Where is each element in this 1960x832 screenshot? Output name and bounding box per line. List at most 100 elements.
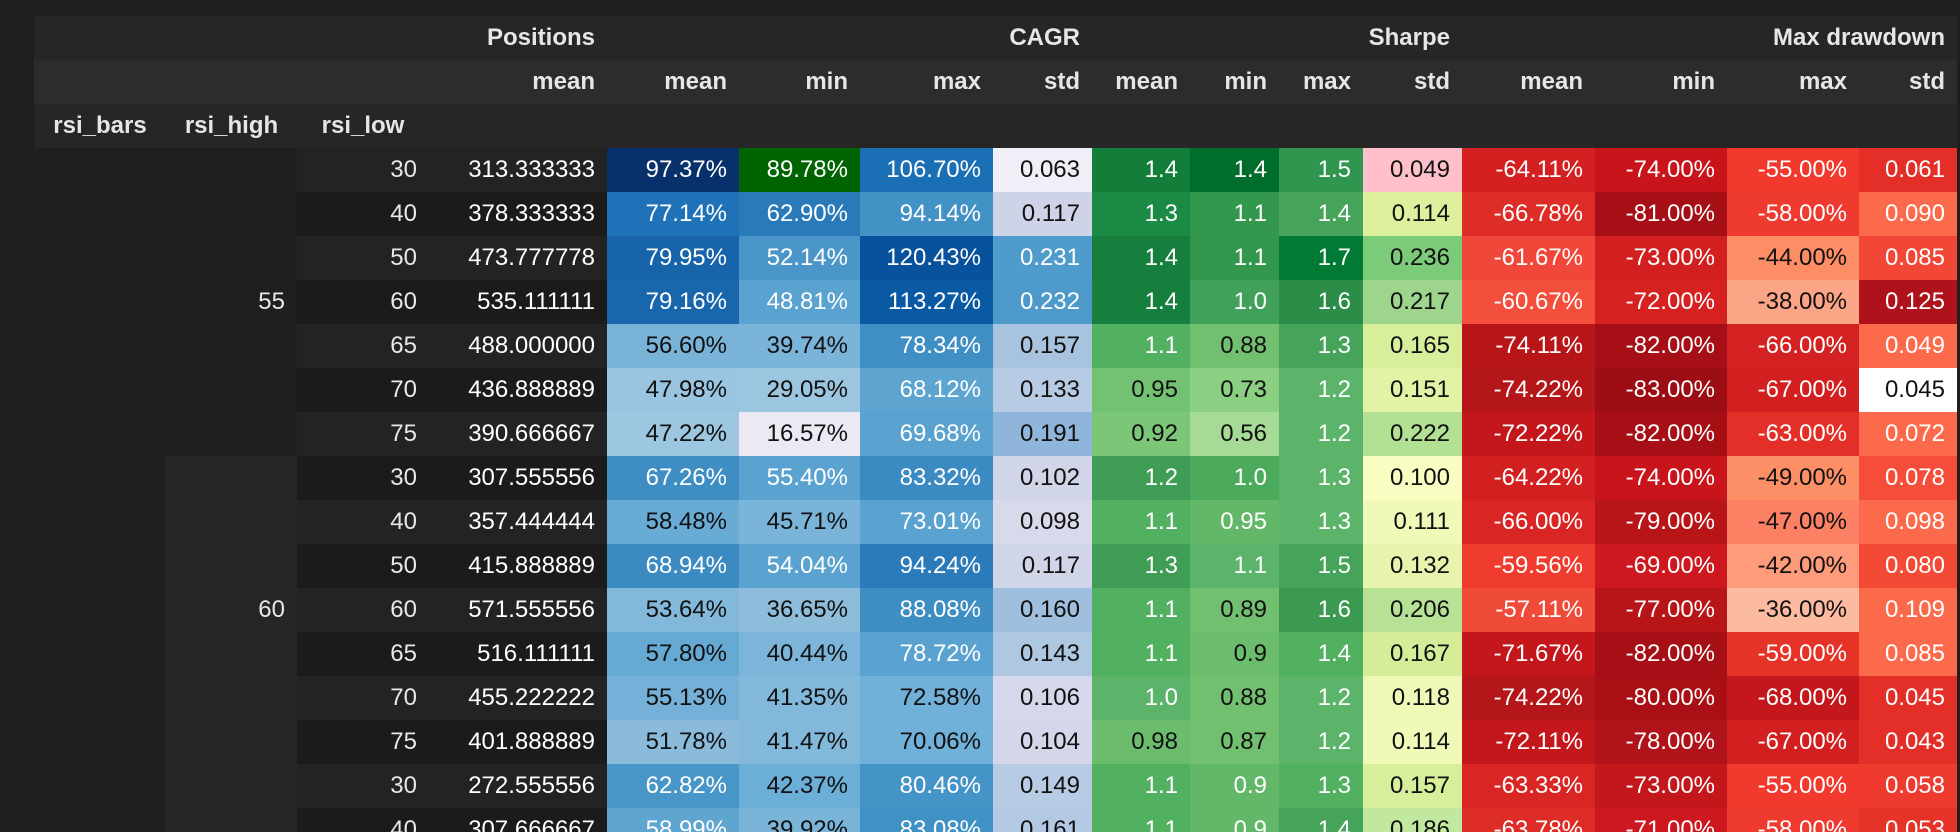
table-cell: 0.117 (993, 544, 1092, 588)
table-cell: 0.231 (993, 236, 1092, 280)
header-stat-mean[interactable]: mean (607, 60, 739, 104)
table-cell: 390.666667 (429, 412, 607, 456)
table-cell: 58.99% (607, 808, 739, 832)
header-group-sharpe[interactable]: Sharpe (1092, 16, 1462, 60)
row-index-rsi-low: 40 (297, 808, 429, 832)
table-cell: 0.143 (993, 632, 1092, 676)
row-index-rsi-high: 55 (166, 148, 297, 456)
row-index-rsi-low: 50 (297, 544, 429, 588)
table-cell: 1.2 (1092, 456, 1190, 500)
table-cell: 53.64% (607, 588, 739, 632)
header-stat-min[interactable]: min (1190, 60, 1279, 104)
header-stat-max[interactable]: max (1279, 60, 1363, 104)
table-cell: 83.08% (860, 808, 993, 832)
table-row: 40 307.666667 58.99% 39.92% 83.08% 0.161 1.1 0.… (34, 808, 1957, 832)
table-cell: -63.00% (1727, 412, 1859, 456)
table-cell: 0.043 (1859, 720, 1957, 764)
table-cell: 0.232 (993, 280, 1092, 324)
header-stat-mean[interactable]: mean (1092, 60, 1190, 104)
table-cell: 1.3 (1279, 500, 1363, 544)
table-cell: -55.00% (1727, 764, 1859, 808)
table-cell: 77.14% (607, 192, 739, 236)
header-stat-mean[interactable]: mean (1462, 60, 1595, 104)
table-cell: -38.00% (1727, 280, 1859, 324)
table-cell: 0.87 (1190, 720, 1279, 764)
table-cell: 0.061 (1859, 148, 1957, 192)
header-stat-std[interactable]: std (1363, 60, 1462, 104)
table-cell: 1.1 (1190, 192, 1279, 236)
table-cell: 1.1 (1092, 808, 1190, 832)
table-cell: 357.444444 (429, 500, 607, 544)
table-cell: -47.00% (1727, 500, 1859, 544)
table-cell: -57.11% (1462, 588, 1595, 632)
table-cell: 1.5 (1279, 544, 1363, 588)
table-cell: -73.00% (1595, 236, 1727, 280)
header-blank (297, 16, 429, 60)
table-cell: 0.114 (1363, 192, 1462, 236)
table-cell: 0.109 (1859, 588, 1957, 632)
row-index-rsi-low: 65 (297, 632, 429, 676)
table-cell: 47.98% (607, 368, 739, 412)
table-cell: 83.32% (860, 456, 993, 500)
table-cell: 0.085 (1859, 236, 1957, 280)
header-stat-min[interactable]: min (739, 60, 860, 104)
table-cell: 1.1 (1092, 324, 1190, 368)
header-group-positions[interactable]: Positions (429, 16, 607, 60)
table-cell: 0.132 (1363, 544, 1462, 588)
row-index-rsi-bars (34, 412, 166, 456)
table-cell: 120.43% (860, 236, 993, 280)
table-cell: 0.9 (1190, 764, 1279, 808)
index-name-rsi-high[interactable]: rsi_high (166, 104, 297, 148)
table-cell: -36.00% (1727, 588, 1859, 632)
table-cell: 488.000000 (429, 324, 607, 368)
table-cell: 0.88 (1190, 324, 1279, 368)
table-cell: 0.045 (1859, 368, 1957, 412)
table-cell: 0.167 (1363, 632, 1462, 676)
table-cell: -83.00% (1595, 368, 1727, 412)
table-cell: 56.60% (607, 324, 739, 368)
table-cell: 571.555556 (429, 588, 607, 632)
table-cell: 51.78% (607, 720, 739, 764)
table-cell: 73.01% (860, 500, 993, 544)
header-stat-min[interactable]: min (1595, 60, 1727, 104)
table-cell: 67.26% (607, 456, 739, 500)
header-stat-max[interactable]: max (1727, 60, 1859, 104)
table-cell: 1.4 (1279, 192, 1363, 236)
table-cell: 78.34% (860, 324, 993, 368)
table-cell: 0.191 (993, 412, 1092, 456)
table-cell: -66.78% (1462, 192, 1595, 236)
header-stat-mean[interactable]: mean (429, 60, 607, 104)
table-cell: 41.35% (739, 676, 860, 720)
table-cell: 313.333333 (429, 148, 607, 192)
table-cell: 16.57% (739, 412, 860, 456)
table-cell: 0.92 (1092, 412, 1190, 456)
table-cell: 1.2 (1279, 412, 1363, 456)
row-index-rsi-bars (34, 720, 166, 764)
table-cell: -72.11% (1462, 720, 1595, 764)
header-stat-std[interactable]: std (993, 60, 1092, 104)
table-cell: 0.217 (1363, 280, 1462, 324)
table-cell: 1.3 (1279, 456, 1363, 500)
row-index-rsi-low: 75 (297, 720, 429, 764)
table-cell: 97.37% (607, 148, 739, 192)
row-index-rsi-high (166, 808, 297, 832)
table-cell: 0.114 (1363, 720, 1462, 764)
table-cell: -74.00% (1595, 456, 1727, 500)
row-index-rsi-bars (34, 236, 166, 280)
table-cell: 68.94% (607, 544, 739, 588)
header-group-cagr[interactable]: CAGR (607, 16, 1092, 60)
header-blank (166, 60, 297, 104)
header-group-max-drawdown[interactable]: Max drawdown (1462, 16, 1957, 60)
table-cell: 0.98 (1092, 720, 1190, 764)
index-name-rsi-bars[interactable]: rsi_bars (34, 104, 166, 148)
table-row: 70 455.222222 55.13% 41.35% 72.58% 0.106 1.0 0.… (34, 676, 1957, 720)
row-index-rsi-bars (34, 676, 166, 720)
table-cell: -55.00% (1727, 148, 1859, 192)
table-cell: 72.58% (860, 676, 993, 720)
row-index-rsi-low: 30 (297, 456, 429, 500)
table-cell: -64.22% (1462, 456, 1595, 500)
index-name-rsi-low[interactable]: rsi_low (297, 104, 429, 148)
header-stat-std[interactable]: std (1859, 60, 1957, 104)
header-stat-max[interactable]: max (860, 60, 993, 104)
table-cell: -42.00% (1727, 544, 1859, 588)
